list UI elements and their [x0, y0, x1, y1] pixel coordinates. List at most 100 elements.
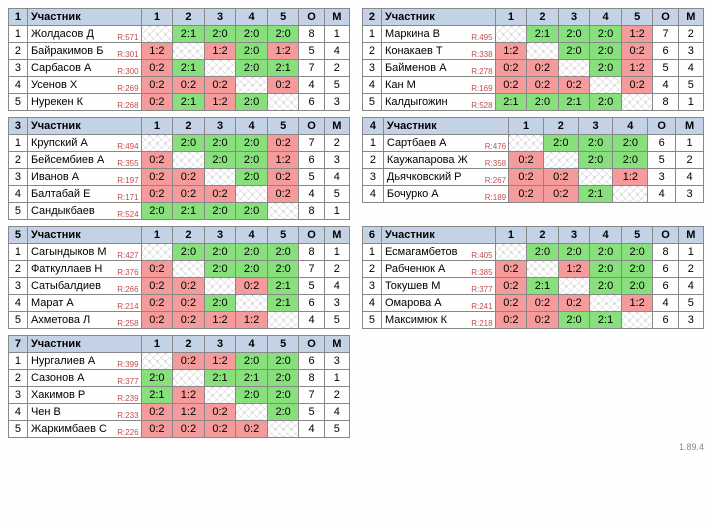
points-o: 7 [653, 26, 678, 43]
row-num: 4 [9, 295, 28, 312]
place-m: 5 [324, 77, 349, 94]
participant-name: Крупский АR:494 [27, 135, 141, 152]
score-cell [621, 312, 653, 329]
header-col-4: 4 [590, 9, 622, 26]
participant-name: Иванов АR:197 [27, 169, 141, 186]
table-row: 2Конакаев ТR:3381:22:02:00:263 [363, 43, 704, 60]
place-m: 2 [324, 387, 349, 404]
participant-name: Омарова АR:241 [381, 295, 495, 312]
participant-name: Чен ВR:233 [27, 404, 141, 421]
place-m: 4 [678, 60, 703, 77]
score-cell [204, 169, 236, 186]
score-cell: 0:2 [621, 43, 653, 60]
header-col-2: 2 [527, 9, 559, 26]
score-cell: 2:0 [236, 203, 268, 220]
score-cell: 0:2 [141, 77, 173, 94]
participant-name: Байракимов БR:301 [27, 43, 141, 60]
score-cell: 0:2 [141, 152, 173, 169]
points-o: 7 [299, 387, 324, 404]
table-row: 2Байракимов БR:3011:21:22:01:254 [9, 43, 350, 60]
score-cell: 2:0 [613, 135, 648, 152]
points-o: 4 [653, 77, 678, 94]
name-text: Иванов А [31, 171, 79, 183]
points-o: 4 [299, 421, 324, 438]
participant-name: Сазонов АR:377 [27, 370, 141, 387]
group-number: 5 [9, 227, 28, 244]
place-m: 4 [324, 169, 349, 186]
participant-name: Рабченюк АR:385 [381, 261, 495, 278]
participant-name: КалдыгожинR:528 [381, 94, 495, 111]
table-row: 5Максимюк КR:2180:20:22:02:163 [363, 312, 704, 329]
points-o: 6 [299, 152, 324, 169]
score-cell: 0:2 [558, 77, 590, 94]
score-cell: 0:2 [267, 135, 299, 152]
points-o: 5 [299, 169, 324, 186]
score-cell [173, 261, 205, 278]
name-text: Фаткуллаев Н [31, 263, 102, 275]
name-text: Токушев М [385, 280, 440, 292]
points-o: 8 [653, 94, 678, 111]
score-cell [141, 353, 173, 370]
name-text: Сагындыков М [31, 246, 107, 258]
header-participant: Участник [381, 227, 495, 244]
participant-name: Кан МR:169 [381, 77, 495, 94]
score-cell [590, 77, 622, 94]
row-num: 1 [9, 244, 28, 261]
score-cell: 2:1 [558, 94, 590, 111]
place-m: 4 [678, 278, 703, 295]
score-cell: 2:0 [204, 244, 236, 261]
row-num: 2 [9, 261, 28, 278]
header-o: О [648, 118, 676, 135]
place-m: 3 [676, 186, 704, 203]
row-num: 5 [363, 94, 382, 111]
score-cell: 1:2 [204, 94, 236, 111]
row-num: 3 [363, 169, 384, 186]
score-cell: 0:2 [495, 261, 527, 278]
name-text: Сандыкбаев [31, 205, 95, 217]
score-cell: 0:2 [509, 152, 544, 169]
points-o: 5 [648, 152, 676, 169]
header-col-4: 4 [590, 227, 622, 244]
score-cell: 0:2 [173, 295, 205, 312]
name-text: Байракимов Б [31, 45, 103, 57]
score-cell: 0:2 [621, 77, 653, 94]
header-col-3: 3 [558, 9, 590, 26]
score-cell: 0:2 [173, 421, 205, 438]
rating-text: R:171 [117, 193, 138, 202]
participant-name: Сартбаев АR:476 [383, 135, 508, 152]
name-text: Калдыгожин [385, 96, 448, 108]
score-cell: 2:1 [267, 295, 299, 312]
score-cell [267, 421, 299, 438]
table-row: 5СандыкбаевR:5242:02:12:02:081 [9, 203, 350, 220]
name-text: Рабченюк А [385, 263, 445, 275]
score-cell: 2:0 [527, 244, 559, 261]
header-m: М [324, 118, 349, 135]
place-m: 2 [324, 135, 349, 152]
table-row: 5Нурекен КR:2680:22:11:22:063 [9, 94, 350, 111]
score-cell: 2:1 [267, 278, 299, 295]
rating-text: R:269 [117, 84, 138, 93]
header-col-1: 1 [495, 9, 527, 26]
score-cell: 0:2 [267, 77, 299, 94]
name-text: Нурекен К [31, 96, 83, 108]
header-col-1: 1 [141, 9, 173, 26]
points-o: 6 [299, 94, 324, 111]
header-col-1: 1 [509, 118, 544, 135]
table-row: 5КалдыгожинR:5282:12:02:12:081 [363, 94, 704, 111]
group-table-2: 2Участник12345ОМ1Маркина ВR:4952:12:02:0… [362, 8, 704, 111]
participant-name: Жолдасов ДR:571 [27, 26, 141, 43]
participant-name: Нурекен КR:268 [27, 94, 141, 111]
score-cell [267, 312, 299, 329]
score-cell: 0:2 [267, 186, 299, 203]
name-text: Усенов Х [31, 79, 77, 91]
header-col-1: 1 [141, 118, 173, 135]
rating-text: R:338 [471, 50, 492, 59]
score-cell: 2:0 [578, 152, 613, 169]
points-o: 5 [299, 43, 324, 60]
score-cell: 1:2 [204, 312, 236, 329]
score-cell: 2:0 [267, 387, 299, 404]
points-o: 5 [299, 278, 324, 295]
header-m: М [324, 9, 349, 26]
points-o: 7 [299, 135, 324, 152]
score-cell: 0:2 [141, 295, 173, 312]
